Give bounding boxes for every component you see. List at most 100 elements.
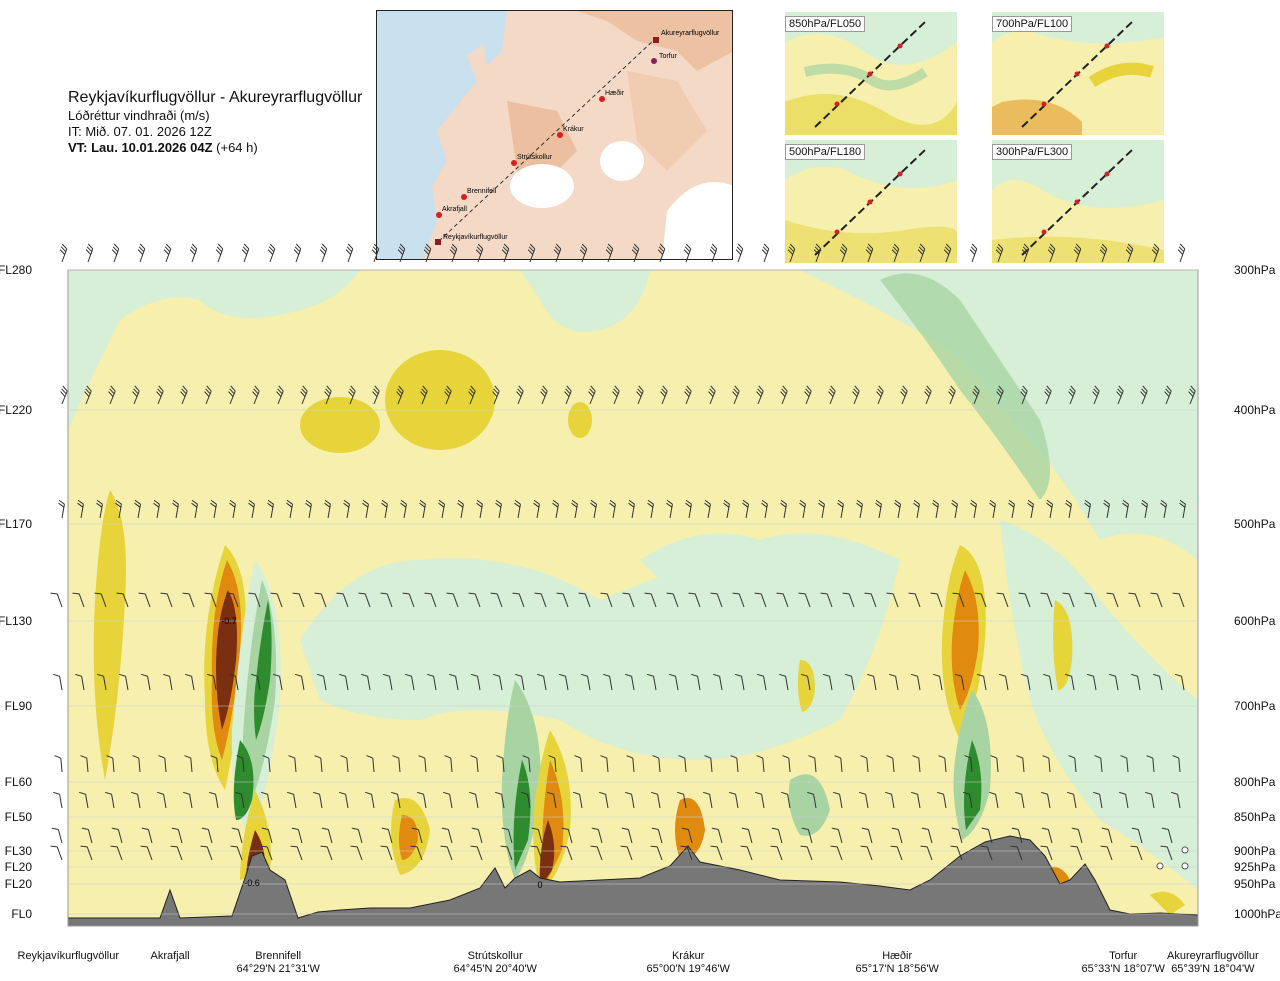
wind-barb [294,673,305,691]
wind-barb [111,827,123,844]
pressure-level-label: 850hPa [1234,810,1276,824]
wind-barb [1040,791,1051,809]
wind-barb [1042,755,1051,773]
wind-barb [200,845,213,861]
wind-barb [980,845,993,861]
wind-barb [345,243,354,263]
wind-barb [290,845,303,861]
wind-barb [324,499,331,519]
wind-barb [396,385,404,405]
wind-barb [622,592,635,608]
wind-barb [732,592,745,608]
wind-barb [52,673,63,691]
wind-barb [360,673,371,691]
wind-barb [512,592,525,608]
wind-barb [496,755,505,773]
wind-barb [932,673,943,691]
wind-barb [969,243,978,263]
wind-barb [262,755,271,773]
location-coord: 65°17'N 18°56'W [855,963,939,975]
wind-barb [981,827,993,844]
wind-barb [140,845,153,861]
location-name: Akureyrarflugvöllur [1167,950,1259,962]
mini-map-850-label: 850hPa/FL050 [785,16,866,32]
wind-barb [160,592,173,608]
wind-barb [130,791,141,809]
wind-barb [666,499,673,519]
wind-barb [286,791,297,809]
wind-barb [742,499,749,519]
wind-barb [932,499,939,519]
waypoint-marker [511,160,517,166]
wind-barb [712,673,723,691]
wind-barb [1014,791,1025,809]
wind-barb [708,385,716,405]
wind-barb [184,755,193,773]
location-label: Strútskollur 64°45'N 20°40'W [454,950,537,976]
wind-barb [419,499,426,519]
wind-barb [590,499,597,519]
wind-barb [830,845,843,861]
wind-barb [828,385,836,405]
marker-circle [1181,862,1189,870]
wind-barb [501,827,513,844]
wind-barb [234,791,245,809]
wind-barb [910,791,921,809]
wind-barb [471,827,483,844]
wind-barb [891,827,903,844]
wind-barb [756,385,764,405]
wind-barb [1128,592,1141,608]
wind-barb [54,755,63,773]
wind-barb [189,243,198,263]
wind-barb [852,385,860,405]
wind-barb [442,791,453,809]
wind-barb [230,845,243,861]
wind-barb [710,845,723,861]
field-frame [67,269,1199,927]
wind-barb [798,592,811,608]
wind-barb [106,755,115,773]
wind-barb [1130,845,1143,861]
map-label-akureyri: Akureyrarflugvöllur [661,30,720,37]
wind-barb [578,592,591,608]
wind-barb [1131,827,1143,844]
wind-barb [96,499,103,519]
wind-barb [390,791,401,809]
wind-barb [50,845,63,861]
wind-barb [380,845,393,861]
wind-barb [704,755,713,773]
wind-barb [522,755,531,773]
wind-barb [1020,385,1028,405]
wind-barb [59,243,68,263]
wind-barb [628,499,635,519]
location-label: Torfur 65°33'N 18°07'W [1082,950,1165,976]
wind-barb [252,385,260,405]
wind-barb [426,673,437,691]
wind-barb [650,791,661,809]
wind-barb [822,673,833,691]
flight-level-label: FL30 [5,844,33,858]
wind-barb [778,673,789,691]
wind-barb [723,499,730,519]
wind-barb [702,791,713,809]
wind-barb [1108,673,1119,691]
wind-barb [952,592,965,608]
wind-barb [962,791,973,809]
wind-barb [182,791,193,809]
wind-barb [448,673,459,691]
wind-barb [115,499,122,519]
wind-barb [1066,791,1077,809]
wind-barb [951,499,958,519]
location-coord: 65°39'N 18°04'W [1171,963,1255,975]
wind-barb [228,385,236,405]
wind-barb [591,827,603,844]
wind-barb [476,499,483,519]
location-coord: 65°33'N 18°07'W [1081,963,1165,975]
wind-barb [162,673,173,691]
mini-map-500: 500hPa/FL180 [785,140,957,263]
wind-barb [875,499,882,519]
wind-barb [380,592,393,608]
wind-barb [1160,845,1173,861]
wind-barb [1120,755,1129,773]
wind-barb [381,827,393,844]
